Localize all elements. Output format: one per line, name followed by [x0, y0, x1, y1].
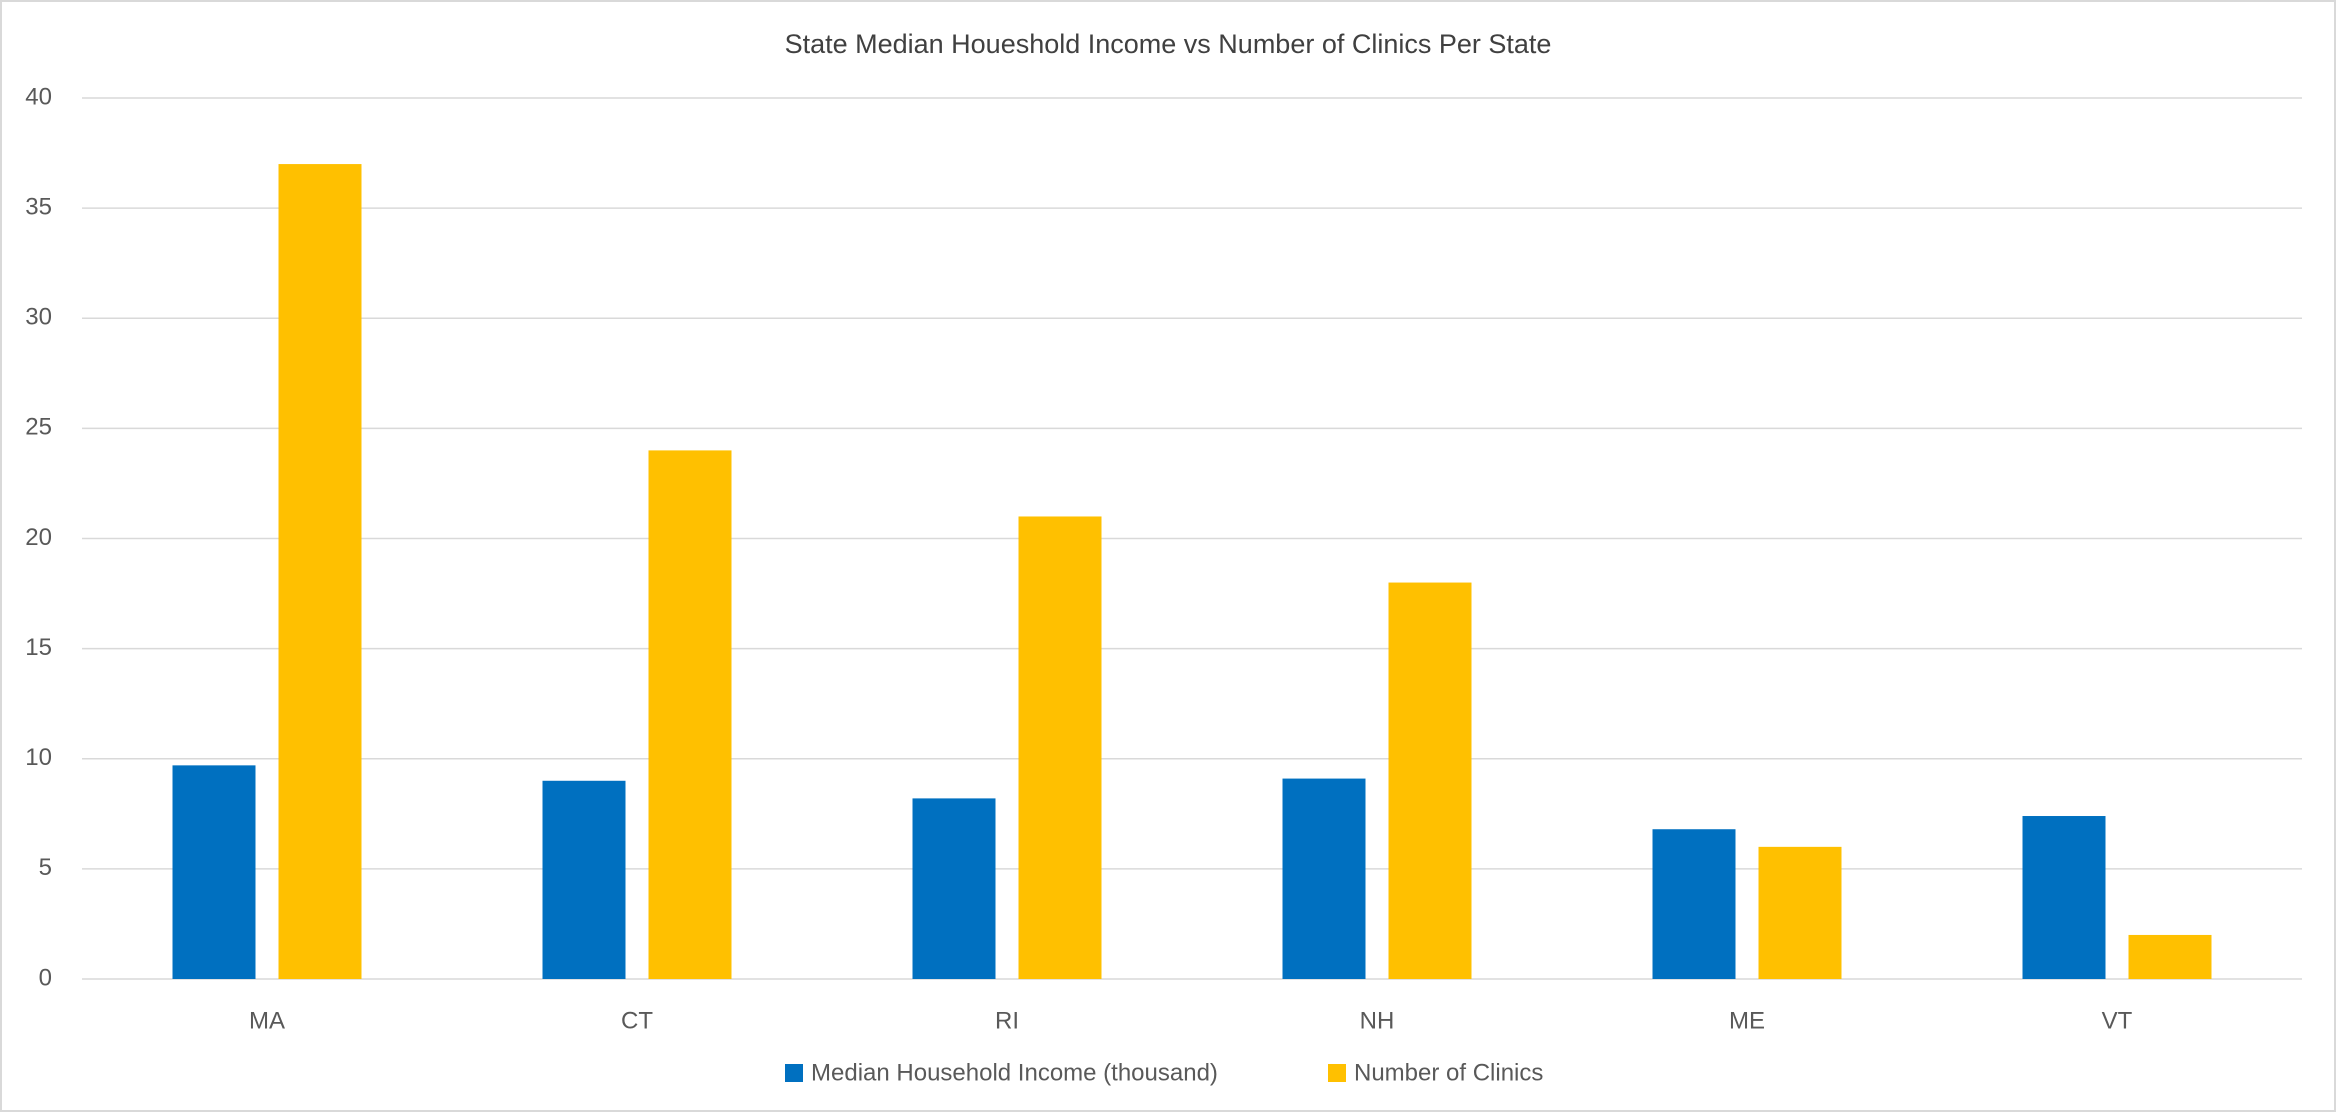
x-tick-label: NH	[1360, 1007, 1395, 1034]
bar	[1018, 516, 1102, 979]
bar	[912, 798, 996, 979]
y-tick-label: 40	[25, 83, 52, 110]
y-tick-label: 10	[25, 744, 52, 771]
y-tick-label: 15	[25, 634, 52, 661]
y-tick-label: 25	[25, 414, 52, 441]
y-tick-label: 5	[39, 854, 52, 881]
x-tick-label: RI	[995, 1007, 1019, 1034]
y-tick-label: 35	[25, 193, 52, 220]
x-tick-label: MA	[249, 1007, 285, 1034]
y-tick-label: 30	[25, 304, 52, 331]
bar	[1282, 778, 1366, 979]
x-tick-label: ME	[1729, 1007, 1765, 1034]
bar	[2128, 934, 2212, 979]
x-tick-label: VT	[2102, 1007, 2133, 1034]
chart-title: State Median Houeshold Income vs Number …	[785, 29, 1552, 59]
bar	[2022, 816, 2106, 979]
legend-label: Median Household Income (thousand)	[811, 1059, 1218, 1086]
bar	[648, 450, 732, 979]
legend-swatch	[785, 1064, 803, 1082]
bar	[1388, 582, 1472, 979]
legend-swatch	[1328, 1064, 1346, 1082]
bar	[278, 164, 362, 979]
legend-label: Number of Clinics	[1354, 1059, 1543, 1086]
bar	[1652, 829, 1736, 979]
y-tick-label: 0	[39, 964, 52, 991]
bar	[1758, 846, 1842, 979]
bar	[172, 765, 256, 979]
x-tick-label: CT	[621, 1007, 653, 1034]
bar	[542, 780, 626, 979]
y-tick-label: 20	[25, 524, 52, 551]
